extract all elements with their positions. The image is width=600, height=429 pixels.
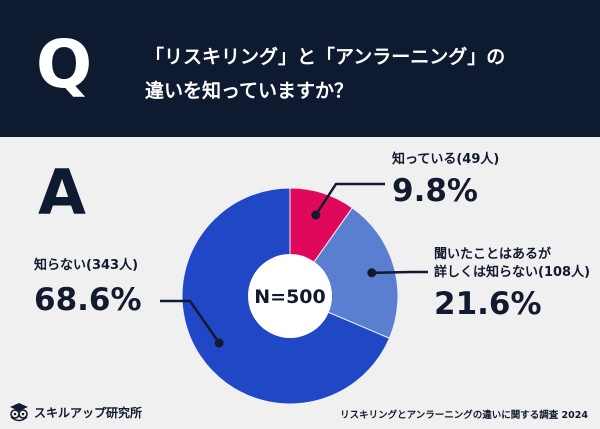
sample-size-label: N=500	[254, 286, 325, 308]
label-know-percent: 9.8%	[392, 173, 478, 209]
label-heard-percent: 21.6%	[434, 286, 542, 322]
question-mark-letter: Q	[36, 26, 93, 103]
leader-dot-3	[214, 338, 224, 348]
brand-name: スキルアップ研究所	[34, 405, 143, 420]
label-know-count: 知っている(49人)	[392, 152, 500, 167]
leader-line-2	[371, 270, 428, 275]
question-line-1: 「リスキリング」と「アンラーニング」の	[145, 46, 506, 68]
owl-graduate-icon	[10, 403, 28, 422]
question-text: 「リスキリング」と「アンラーニング」の 違いを知っていますか？	[145, 40, 575, 108]
label-dontknow-count: 知らない(343人)	[34, 258, 139, 273]
header-banner: Q 「リスキリング」と「アンラーニング」の 違いを知っていますか？	[0, 0, 600, 137]
label-dontknow-percent: 68.6%	[34, 282, 142, 318]
leader-dot-1	[311, 210, 321, 220]
question-line-2: 違いを知っていますか？	[145, 80, 354, 102]
survey-caption: リスキリングとアンラーニングの違いに関する調査 2024	[340, 410, 588, 421]
donut-hole	[248, 254, 332, 338]
leader-line-1	[314, 182, 385, 216]
leader-line-3	[160, 299, 221, 344]
answer-letter: A	[38, 156, 86, 229]
label-heard-line-2: 詳しくは知らない(108人)	[434, 265, 591, 280]
brand-logo: スキルアップ研究所	[8, 402, 142, 422]
leader-dot-2	[367, 268, 377, 278]
label-heard-line-1: 聞いたことはあるが	[434, 247, 552, 262]
